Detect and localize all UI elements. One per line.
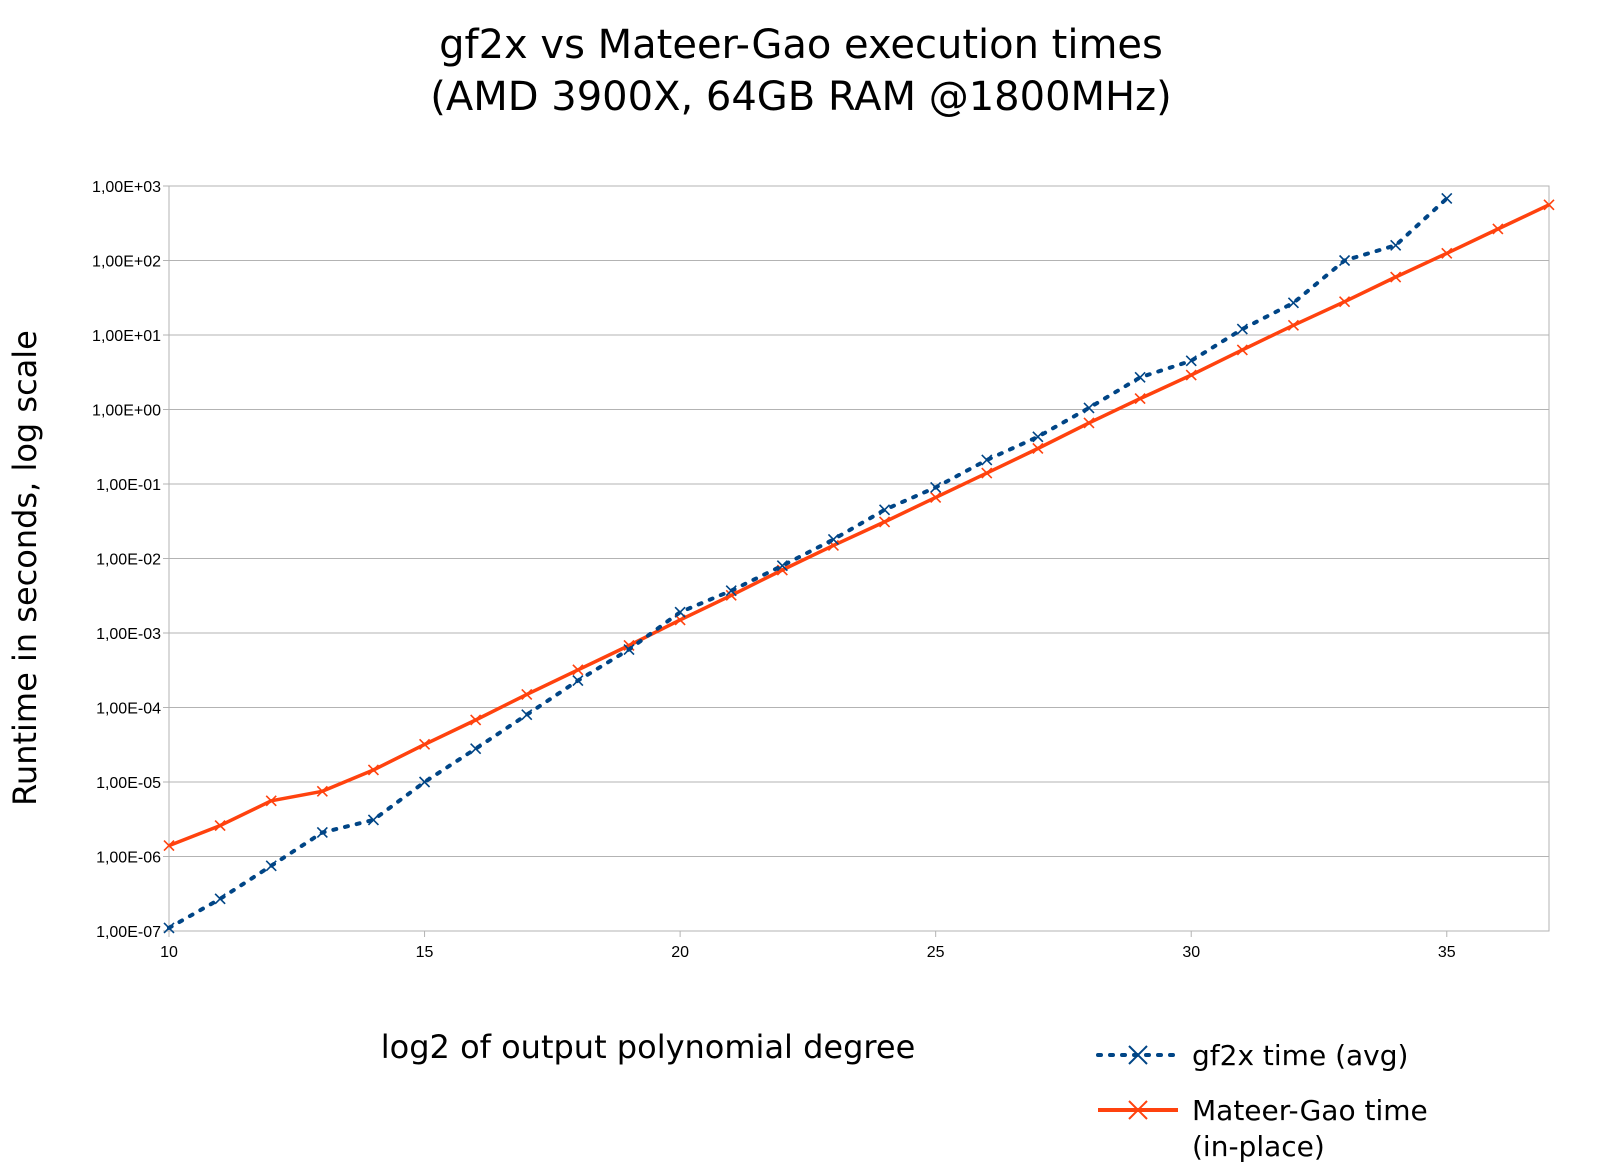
data-point-marker xyxy=(827,533,840,546)
data-point-marker xyxy=(1287,297,1300,309)
data-point-marker xyxy=(1441,192,1453,205)
data-point-marker xyxy=(1492,223,1504,235)
data-point-marker xyxy=(1236,323,1248,335)
y-tick-label: 1,00E-07 xyxy=(96,924,161,941)
data-point-marker xyxy=(470,714,482,726)
data-point-marker xyxy=(521,709,533,721)
data-point-marker xyxy=(1543,199,1555,211)
legend-label-line-2: (in-place) xyxy=(1192,1130,1325,1163)
data-point-marker xyxy=(1134,371,1146,383)
y-tick-label: 1,00E+03 xyxy=(92,179,161,196)
data-point-marker xyxy=(1390,239,1402,251)
y-tick-label: 1,00E-02 xyxy=(96,552,161,569)
y-axis-tick-labels: 1,00E+03 1,00E+02 1,00E+01 1,00E+00 1,00E-01… xyxy=(92,179,161,941)
x-tick-label: 25 xyxy=(927,944,945,961)
y-tick-label: 1,00E-04 xyxy=(96,701,161,718)
series-gf2x xyxy=(163,192,1453,934)
chart-title-line-2: (AMD 3900X, 64GB RAM @1800MHz) xyxy=(430,74,1171,120)
data-point-marker xyxy=(981,454,993,466)
series-line xyxy=(168,203,1550,848)
data-point-marker xyxy=(776,560,788,572)
data-point-marker xyxy=(1134,393,1146,405)
y-tick-label: 1,00E-01 xyxy=(96,477,161,494)
plot-area xyxy=(168,185,1550,932)
chart-title-line-1: gf2x vs Mateer-Gao execution times xyxy=(439,22,1163,68)
data-point-marker xyxy=(930,491,942,504)
data-point-marker xyxy=(521,688,533,700)
data-point-marker xyxy=(163,922,175,934)
chart-title: gf2x vs Mateer-Gao execution times (AMD … xyxy=(430,22,1171,120)
x-tick-label: 30 xyxy=(1182,944,1200,961)
data-point-marker xyxy=(1338,254,1351,267)
data-point-marker xyxy=(418,738,431,750)
data-point-marker xyxy=(1390,271,1402,283)
data-point-marker xyxy=(418,776,431,788)
y-tick-label: 1,00E+02 xyxy=(92,254,161,271)
data-point-marker xyxy=(1083,417,1095,429)
x-tick-label: 15 xyxy=(416,944,434,961)
data-point-marker xyxy=(316,826,328,839)
data-point-marker xyxy=(930,481,942,493)
legend-marker xyxy=(1128,1100,1148,1120)
series-line xyxy=(167,196,1449,930)
y-tick-label: 1,00E-06 xyxy=(96,850,161,867)
legend: gf2x time (avg) Mateer-Gao time(in-place) xyxy=(1096,1039,1428,1163)
legend-label: gf2x time (avg) xyxy=(1192,1039,1408,1072)
legend-marker xyxy=(1128,1045,1148,1065)
data-point-marker xyxy=(1185,369,1197,381)
x-tick-label: 10 xyxy=(160,944,178,961)
legend-entry-gf2x: gf2x time (avg) xyxy=(1096,1039,1408,1072)
data-point-marker xyxy=(1441,247,1453,259)
data-point-marker xyxy=(367,764,380,776)
data-point-marker xyxy=(1083,402,1095,414)
data-point-marker xyxy=(878,516,891,528)
data-point-marker xyxy=(265,860,277,872)
data-point-marker xyxy=(470,743,482,755)
y-axis-title: Runtime in seconds, log scale xyxy=(6,330,44,806)
y-tick-label: 1,00E-05 xyxy=(96,775,161,792)
data-point-marker xyxy=(1236,344,1248,356)
data-point-marker xyxy=(725,585,737,597)
data-point-marker xyxy=(725,589,737,601)
data-point-marker xyxy=(265,795,277,807)
data-point-marker xyxy=(367,814,380,826)
x-axis-tick-labels: 10 15 20 25 30 35 xyxy=(160,944,1456,961)
data-point-marker xyxy=(878,504,891,516)
data-point-marker xyxy=(674,606,686,618)
y-tick-label: 1,00E+00 xyxy=(92,403,161,420)
data-point-marker xyxy=(1185,355,1197,367)
y-tick-label: 1,00E+01 xyxy=(92,328,161,345)
data-point-marker xyxy=(572,664,584,676)
x-tick-label: 20 xyxy=(671,944,689,961)
data-point-marker xyxy=(572,674,584,687)
data-point-marker xyxy=(214,893,226,905)
data-point-marker xyxy=(1032,431,1044,443)
data-point-marker xyxy=(981,467,993,479)
x-axis-title: log2 of output polynomial degree xyxy=(381,1028,916,1066)
y-tick-label: 1,00E-03 xyxy=(96,626,161,643)
series-mateer-gao xyxy=(163,199,1555,852)
x-tick-label: 35 xyxy=(1438,944,1456,961)
data-point-marker xyxy=(1287,319,1300,331)
data-point-marker xyxy=(316,785,328,797)
data-point-marker xyxy=(1338,296,1351,308)
legend-label: Mateer-Gao time xyxy=(1192,1094,1428,1127)
legend-entry-mateer-gao: Mateer-Gao time(in-place) xyxy=(1098,1094,1428,1163)
data-point-marker xyxy=(1032,442,1044,455)
data-point-marker xyxy=(623,643,635,656)
series xyxy=(163,192,1555,934)
data-point-marker xyxy=(163,840,175,852)
data-point-marker xyxy=(214,820,226,832)
